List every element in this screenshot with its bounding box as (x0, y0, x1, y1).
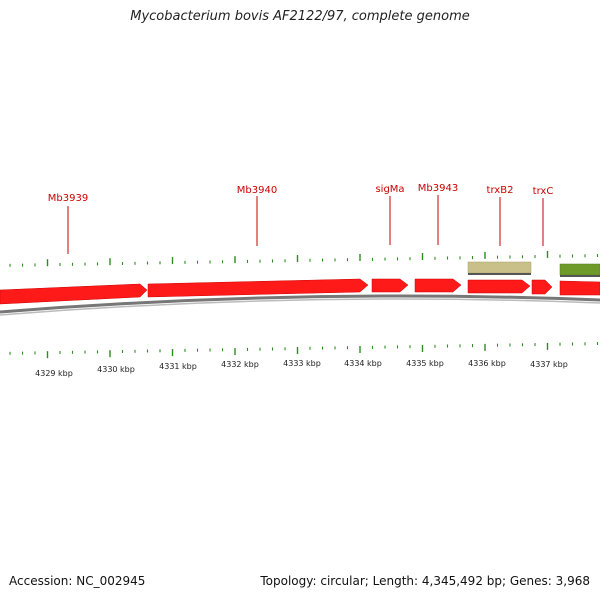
gene-arrow-mb3939[interactable] (0, 283, 148, 305)
gene-arrow-mb3943[interactable] (414, 278, 462, 293)
feature-bar-tan-underline (468, 273, 531, 275)
gene-arrow-sigma[interactable] (371, 278, 409, 293)
tick-row-top (9, 250, 599, 267)
backbone-line (0, 294, 600, 314)
gene-label-sigma[interactable]: sigMa (375, 184, 405, 245)
gene-label-mb3939[interactable]: Mb3939 (48, 193, 88, 254)
feature-bar-olive-underline (560, 275, 600, 277)
tick-row-bottom (9, 342, 599, 359)
svg-text:trxC: trxC (533, 186, 554, 197)
svg-text:Mb3939: Mb3939 (48, 193, 88, 204)
page-title: Mycobacterium bovis AF2122/97, complete … (130, 9, 470, 24)
gene-arrow-mb3940[interactable] (147, 278, 369, 298)
gene-label-mb3943[interactable]: Mb3943 (418, 183, 458, 245)
backbone-line-light (0, 298, 600, 316)
kbp-label-4335: 4335 kbp (406, 359, 444, 368)
gene-arrow-trxb2[interactable] (467, 279, 531, 294)
kbp-label-4332: 4332 kbp (221, 360, 259, 369)
kbp-label-4330: 4330 kbp (97, 365, 135, 374)
feature-bar-tan[interactable] (467, 261, 532, 274)
svg-text:Mb3940: Mb3940 (237, 185, 277, 196)
svg-text:Mb3943: Mb3943 (418, 183, 458, 194)
kbp-label-4336: 4336 kbp (468, 359, 506, 368)
kbp-label-4334: 4334 kbp (344, 359, 382, 368)
gene-arrow-trxc[interactable] (531, 279, 553, 295)
kbp-label-4337: 4337 kbp (530, 360, 568, 369)
kbp-label-4329: 4329 kbp (35, 369, 73, 378)
gene-label-trxb2[interactable]: trxB2 (487, 185, 514, 246)
gene-label-trxc[interactable]: trxC (533, 186, 554, 246)
gene-label-mb3940[interactable]: Mb3940 (237, 185, 277, 246)
feature-bar-olive[interactable] (559, 263, 600, 276)
genome-summary-text: Topology: circular; Length: 4,345,492 bp… (260, 574, 590, 588)
accession-text: Accession: NC_002945 (9, 574, 146, 588)
svg-text:trxB2: trxB2 (487, 185, 514, 196)
kbp-label-4333: 4333 kbp (283, 359, 321, 368)
kbp-label-4331: 4331 kbp (159, 362, 197, 371)
gene-arrow-next[interactable] (559, 280, 600, 296)
svg-text:sigMa: sigMa (375, 184, 404, 195)
